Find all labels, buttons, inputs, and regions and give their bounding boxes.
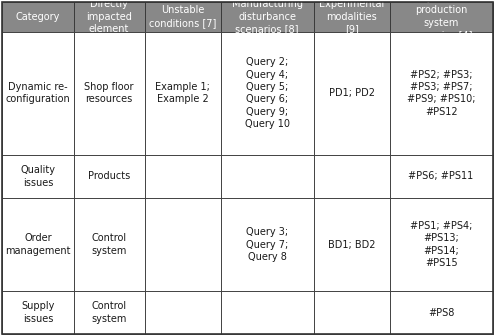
- Bar: [145, 198, 221, 291]
- Text: Supply
issues: Supply issues: [21, 301, 54, 324]
- Text: Category: Category: [16, 12, 60, 22]
- Bar: [221, 32, 314, 155]
- Bar: [145, 155, 221, 198]
- Bar: [221, 198, 314, 291]
- Text: BD1; BD2: BD1; BD2: [328, 240, 375, 250]
- Text: PD1; PD2: PD1; PD2: [329, 88, 375, 98]
- Text: #PS8: #PS8: [428, 308, 454, 318]
- Text: #PS6; #PS11: #PS6; #PS11: [408, 171, 474, 181]
- Bar: [314, 198, 390, 291]
- Bar: [74, 198, 145, 291]
- Bar: [314, 155, 390, 198]
- Bar: [390, 32, 493, 155]
- Text: Shop floor
resources: Shop floor resources: [84, 82, 134, 104]
- Bar: [221, 2, 314, 32]
- Text: Experimental
modalities
[9]: Experimental modalities [9]: [319, 0, 384, 34]
- Text: Dynamic re-
configuration: Dynamic re- configuration: [5, 82, 70, 104]
- Bar: [390, 155, 493, 198]
- Bar: [2, 198, 74, 291]
- Bar: [390, 198, 493, 291]
- Bar: [74, 32, 145, 155]
- Text: Dynamic
production
system
scenarios [4]: Dynamic production system scenarios [4]: [409, 0, 473, 40]
- Bar: [221, 155, 314, 198]
- Bar: [74, 155, 145, 198]
- Bar: [74, 2, 145, 32]
- Text: Directly
impacted
element: Directly impacted element: [86, 0, 132, 34]
- Text: #PS1; #PS4;
#PS13;
#PS14;
#PS15: #PS1; #PS4; #PS13; #PS14; #PS15: [410, 221, 472, 268]
- Bar: [145, 2, 221, 32]
- Bar: [390, 2, 493, 32]
- Text: Unstable
conditions [7]: Unstable conditions [7]: [149, 5, 216, 28]
- Bar: [2, 32, 74, 155]
- Bar: [2, 155, 74, 198]
- Text: Example 1;
Example 2: Example 1; Example 2: [155, 82, 210, 104]
- Text: Manufacturing
disturbance
scenarios [8]: Manufacturing disturbance scenarios [8]: [232, 0, 302, 34]
- Bar: [314, 2, 390, 32]
- Text: Control
system: Control system: [92, 233, 127, 256]
- Bar: [2, 291, 74, 334]
- Text: Control
system: Control system: [92, 301, 127, 324]
- Bar: [314, 32, 390, 155]
- Text: Order
management: Order management: [5, 233, 71, 256]
- Bar: [145, 291, 221, 334]
- Bar: [314, 291, 390, 334]
- Bar: [2, 2, 74, 32]
- Bar: [390, 291, 493, 334]
- Text: Products: Products: [88, 171, 130, 181]
- Bar: [221, 291, 314, 334]
- Text: Quality
issues: Quality issues: [20, 165, 55, 187]
- Text: Query 3;
Query 7;
Query 8: Query 3; Query 7; Query 8: [246, 227, 288, 262]
- Bar: [145, 32, 221, 155]
- Text: Query 2;
Query 4;
Query 5;
Query 6;
Query 9;
Query 10: Query 2; Query 4; Query 5; Query 6; Quer…: [245, 57, 290, 129]
- Text: #PS2; #PS3;
#PS3; #PS7;
#PS9; #PS10;
#PS12: #PS2; #PS3; #PS3; #PS7; #PS9; #PS10; #PS…: [407, 70, 475, 117]
- Bar: [74, 291, 145, 334]
